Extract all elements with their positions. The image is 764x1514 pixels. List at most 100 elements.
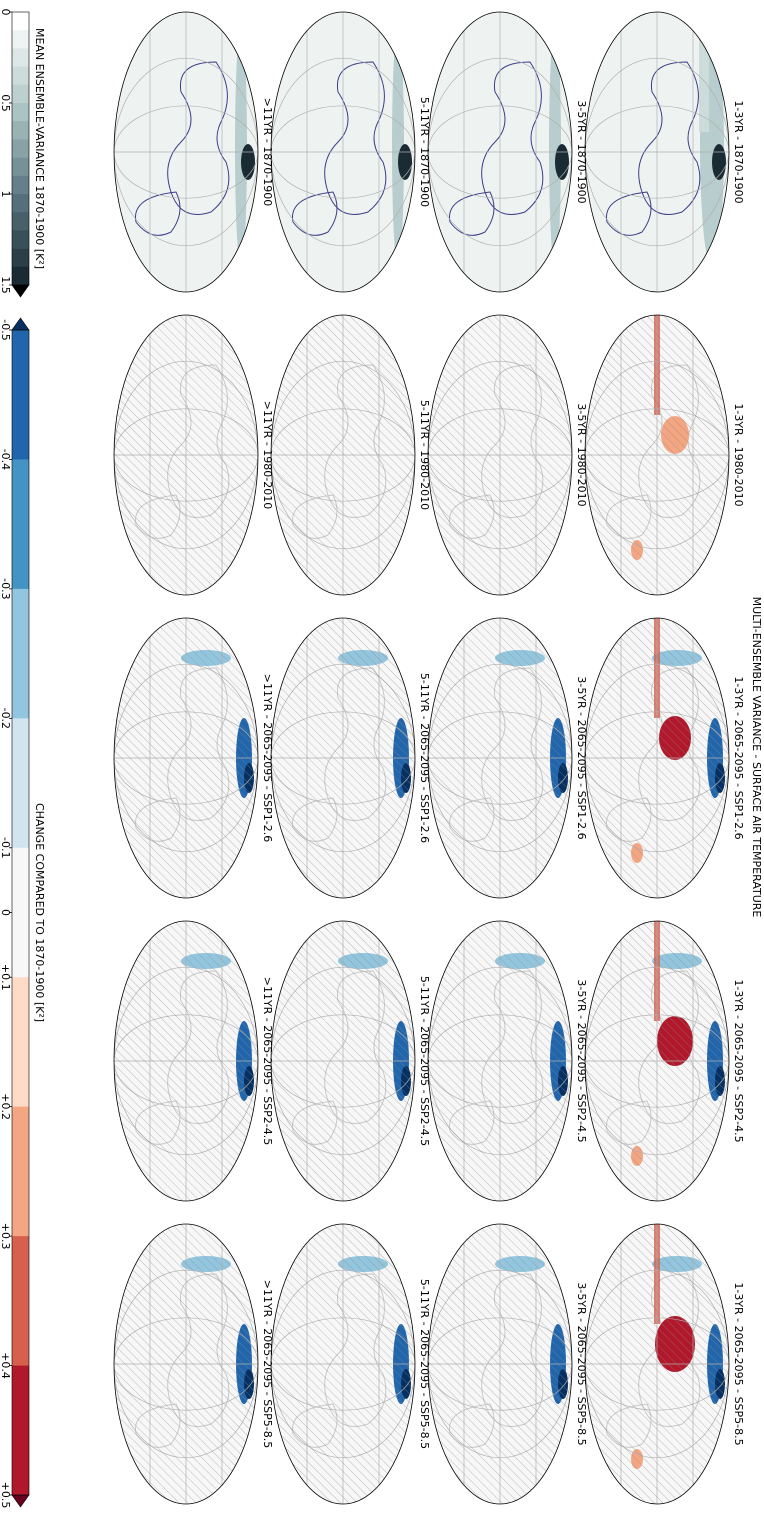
map-panel (585, 12, 729, 292)
colorbar-bin (12, 718, 29, 849)
panel-label: 5-11YR - 2065-2095 - SSP2-4.5 (418, 976, 431, 1146)
panel-label: >11YR - 2065-2095 - SSP5-8.5 (261, 1280, 274, 1449)
map-outline (584, 314, 730, 596)
map-outline (427, 920, 573, 1202)
map-panel (585, 315, 729, 595)
map-panel (585, 618, 729, 898)
panel-label: >11YR - 2065-2095 - SSP1-2.6 (261, 674, 274, 843)
map-panel (114, 921, 258, 1201)
panel-label: 5-11YR - 2065-2095 - SSP1-2.6 (418, 673, 431, 843)
colorbar-bin (12, 12, 29, 31)
colorbar-bin (12, 157, 29, 177)
colorbar-bin (12, 248, 29, 268)
panel-label: 3-5YR - 2065-2095 - SSP5-8.5 (575, 1282, 588, 1445)
colorbar-tick-label: +0.5 (0, 1482, 12, 1509)
hatching (428, 618, 572, 898)
panel-label: 3-5YR - 2065-2095 - SSP1-2.6 (575, 676, 588, 839)
hatching (114, 315, 258, 595)
map-panel (428, 618, 572, 898)
map-panel (585, 921, 729, 1201)
figure-title: MULTI-ENSEMBLE VARIANCE - SURFACE AIR TE… (750, 597, 763, 918)
map-outline (427, 617, 573, 899)
colorbar-tick-label: -0.3 (0, 578, 12, 599)
colorbar-bin (12, 139, 29, 158)
map-outline (113, 314, 259, 596)
map-panel (114, 618, 258, 898)
panel-label: 1-3YR - 2065-2095 - SSP5-8.5 (732, 1282, 745, 1445)
colorbar-bin (12, 588, 29, 719)
colorbar-tick-label: -0.4 (0, 449, 12, 470)
colorbar-bin (12, 84, 29, 104)
colorbar-bin (12, 66, 29, 86)
colorbar-bin (12, 330, 29, 460)
hatching (114, 618, 258, 898)
variance-patch (555, 144, 569, 180)
colorbar-bin (12, 30, 29, 49)
hatching (271, 921, 415, 1201)
panel-label: 3-5YR - 1980-2010 (575, 403, 588, 506)
hatching (271, 618, 415, 898)
colorbar-tick-label: 0 (0, 9, 12, 16)
map-outline (270, 617, 416, 899)
map-outline (113, 920, 259, 1202)
colorbar-bin (12, 1365, 29, 1496)
colorbar-bin (12, 121, 29, 140)
map-panel (428, 12, 572, 292)
hatching (585, 315, 729, 595)
variance-patch (712, 144, 726, 180)
variance-patch (398, 144, 412, 180)
panel-label: 1-3YR - 2065-2095 - SSP2-4.5 (732, 979, 745, 1142)
hatching (271, 1224, 415, 1504)
map-outline (427, 314, 573, 596)
hatching (271, 315, 415, 595)
colorbar-tick-label: +0.4 (0, 1352, 12, 1379)
map-panel (271, 921, 415, 1201)
panel-label: 3-5YR - 1870-1900 (575, 100, 588, 203)
map-outline (427, 11, 573, 293)
colorbar-bin (12, 847, 29, 978)
colorbar-bin (12, 1106, 29, 1237)
colorbar-label: MEAN ENSEMBLE-VARIANCE 1870-1900 [K²] (33, 28, 46, 269)
map-panel (428, 315, 572, 595)
map-panel (114, 1224, 258, 1504)
colorbar-bin (12, 103, 29, 122)
colorbar-tick-label: +0.3 (0, 1223, 12, 1250)
map-outline (584, 920, 730, 1202)
colorbar-bin (12, 48, 29, 67)
map-panel (428, 921, 572, 1201)
colorbar-label: CHANGE COMPARED TO 1870-1900 [K²] (33, 803, 46, 1022)
map-outline (270, 920, 416, 1202)
panel-label: 5-11YR - 1870-1900 (418, 97, 431, 207)
colorbar-bin (12, 1236, 29, 1366)
colorbar-tick-label: +0.1 (0, 964, 12, 991)
panel-label: >11YR - 2065-2095 - SSP2-4.5 (261, 977, 274, 1146)
colorbar-tick-label: -0.2 (0, 708, 12, 729)
map-outline (113, 617, 259, 899)
colorbar-bin (12, 230, 29, 249)
colorbar-tick-label: 1 (0, 191, 12, 198)
map-outline (427, 1223, 573, 1505)
panel-label: 1-3YR - 1870-1900 (732, 100, 745, 203)
colorbar-bin (12, 175, 29, 195)
map-panel (271, 618, 415, 898)
colorbar-extend-max (11, 1494, 30, 1508)
rotated-figure: MULTI-ENSEMBLE VARIANCE - SURFACE AIR TE… (0, 9, 763, 1509)
colorbar-tick-label: -0.5 (0, 319, 12, 340)
map-outline (270, 11, 416, 293)
colorbar-bin (12, 194, 29, 213)
colorbar-tick-label: +0.2 (0, 1093, 12, 1120)
colorbar-tick-label: -0.1 (0, 837, 12, 858)
map-outline (584, 11, 730, 293)
map-panel (114, 315, 258, 595)
colorbar-bin (12, 977, 29, 1107)
hatching (114, 921, 258, 1201)
hatching (428, 315, 572, 595)
map-outline (270, 314, 416, 596)
hatching (585, 1224, 729, 1504)
colorbar-tick-label: 0 (0, 909, 12, 916)
hatching (428, 921, 572, 1201)
map-panel (271, 315, 415, 595)
map-outline (270, 1223, 416, 1505)
map-panel (271, 12, 415, 292)
